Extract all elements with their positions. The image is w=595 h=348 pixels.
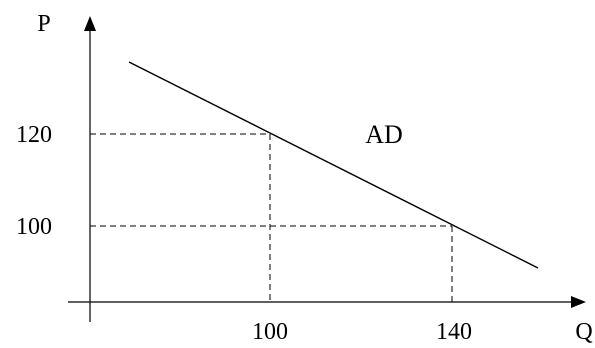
- x-axis-arrowhead: [571, 296, 586, 308]
- x-tick-label: 100: [252, 319, 288, 345]
- x-tick-label: 140: [436, 319, 472, 345]
- y-axis-arrowhead: [84, 16, 96, 31]
- y-tick-label: 120: [16, 122, 52, 148]
- x-axis-label: Q: [575, 319, 592, 345]
- y-tick-label: 100: [16, 214, 52, 240]
- ad-curve-label: AD: [365, 120, 403, 149]
- y-axis-label: P: [37, 11, 50, 37]
- ad-curve: [128, 61, 539, 269]
